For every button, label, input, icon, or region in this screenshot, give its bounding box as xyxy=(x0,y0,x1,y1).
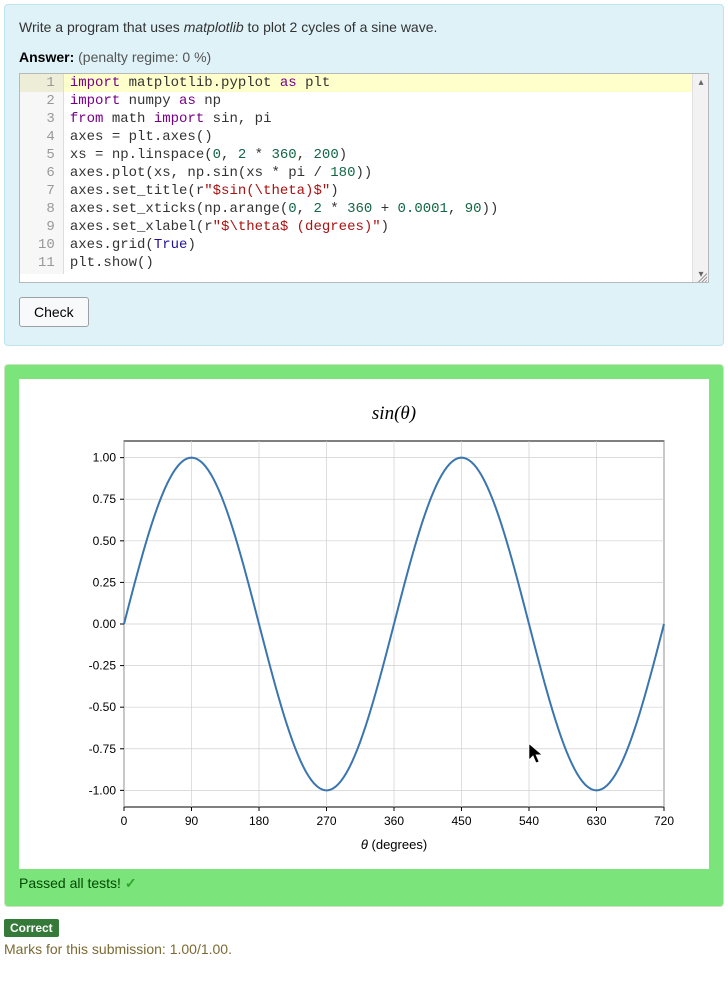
svg-text:180: 180 xyxy=(249,814,269,828)
svg-text:450: 450 xyxy=(451,814,471,828)
svg-text:270: 270 xyxy=(316,814,336,828)
gutter-line-number: 5 xyxy=(20,146,63,164)
code-line[interactable]: import numpy as np xyxy=(63,92,692,110)
prompt-text-post: to plot 2 cycles of a sine wave. xyxy=(244,19,438,35)
feedback-block: Correct Marks for this submission: 1.00/… xyxy=(4,919,724,957)
svg-text:1.00: 1.00 xyxy=(93,451,117,465)
svg-text:0.75: 0.75 xyxy=(93,492,117,506)
code-editor-scroll[interactable]: 1import matplotlib.pyplot as plt2import … xyxy=(20,74,692,282)
svg-text:0: 0 xyxy=(121,814,128,828)
cursor-icon xyxy=(529,744,542,763)
gutter-line-number: 6 xyxy=(20,164,63,182)
answer-label: Answer: xyxy=(19,49,74,65)
svg-text:0.25: 0.25 xyxy=(93,575,117,589)
marks-text: Marks for this submission: 1.00/1.00. xyxy=(4,941,724,957)
editor-resize-grip[interactable] xyxy=(693,270,707,283)
code-line[interactable]: axes.grid(True) xyxy=(63,236,692,254)
code-line[interactable]: axes.set_xlabel(r"$\theta$ (degrees)") xyxy=(63,218,692,236)
code-line[interactable]: xs = np.linspace(0, 2 * 360, 200) xyxy=(63,146,692,164)
code-line[interactable]: axes.plot(xs, np.sin(xs * pi / 180)) xyxy=(63,164,692,182)
checkmark-icon: ✓ xyxy=(125,875,137,891)
passed-text: Passed all tests! xyxy=(19,875,121,891)
code-line[interactable]: import matplotlib.pyplot as plt xyxy=(63,74,692,92)
penalty-text: (penalty regime: 0 %) xyxy=(78,49,211,65)
scrollbar-up-arrow[interactable]: ▴ xyxy=(693,74,709,90)
gutter-line-number: 2 xyxy=(20,92,63,110)
plot-xlabel: θ (degrees) xyxy=(361,837,427,852)
code-line[interactable]: axes = plt.axes() xyxy=(63,128,692,146)
code-editor[interactable]: 1import matplotlib.pyplot as plt2import … xyxy=(19,73,709,283)
svg-text:0.00: 0.00 xyxy=(93,617,117,631)
question-panel: Write a program that uses matplotlib to … xyxy=(4,4,724,346)
svg-text:0.50: 0.50 xyxy=(93,534,117,548)
result-panel: sin(θ) 0 90 180 270 360 450 540 630 720 -1.00 -0.75… xyxy=(4,364,724,907)
answer-line: Answer: (penalty regime: 0 %) xyxy=(19,49,709,65)
svg-text:540: 540 xyxy=(519,814,539,828)
gutter-line-number: 4 xyxy=(20,128,63,146)
gutter-line-number: 8 xyxy=(20,200,63,218)
code-line[interactable]: from math import sin, pi xyxy=(63,110,692,128)
correct-badge: Correct xyxy=(4,919,59,937)
svg-text:360: 360 xyxy=(384,814,404,828)
code-line[interactable]: axes.set_xticks(np.arange(0, 2 * 360 + 0… xyxy=(63,200,692,218)
gutter-line-number: 3 xyxy=(20,110,63,128)
gutter-line-number: 7 xyxy=(20,182,63,200)
svg-text:-1.00: -1.00 xyxy=(89,783,117,797)
prompt-text-pre: Write a program that uses xyxy=(19,19,184,35)
editor-scrollbar[interactable]: ▴ ▾ xyxy=(692,74,708,282)
gutter-line-number: 9 xyxy=(20,218,63,236)
svg-text:-0.75: -0.75 xyxy=(89,742,117,756)
svg-text:630: 630 xyxy=(586,814,606,828)
code-line[interactable]: axes.set_title(r"$sin(\theta)$") xyxy=(63,182,692,200)
svg-text:-0.25: -0.25 xyxy=(89,659,117,673)
svg-text:-0.50: -0.50 xyxy=(89,700,117,714)
question-prompt: Write a program that uses matplotlib to … xyxy=(19,19,709,35)
plot-title: sin(θ) xyxy=(372,403,416,424)
plot-output: sin(θ) 0 90 180 270 360 450 540 630 720 -1.00 -0.75… xyxy=(19,379,709,869)
gutter-line-number: 10 xyxy=(20,236,63,254)
passed-message: Passed all tests! ✓ xyxy=(19,875,709,892)
check-button[interactable]: Check xyxy=(19,297,89,327)
svg-text:90: 90 xyxy=(185,814,199,828)
prompt-em: matplotlib xyxy=(184,19,244,35)
gutter-line-number: 11 xyxy=(20,254,63,272)
svg-text:720: 720 xyxy=(654,814,674,828)
sine-plot-svg: sin(θ) 0 90 180 270 360 450 540 630 720 -1.00 -0.75… xyxy=(44,397,684,857)
code-line[interactable]: plt.show() xyxy=(63,254,692,272)
gutter-line-number: 1 xyxy=(20,74,63,92)
